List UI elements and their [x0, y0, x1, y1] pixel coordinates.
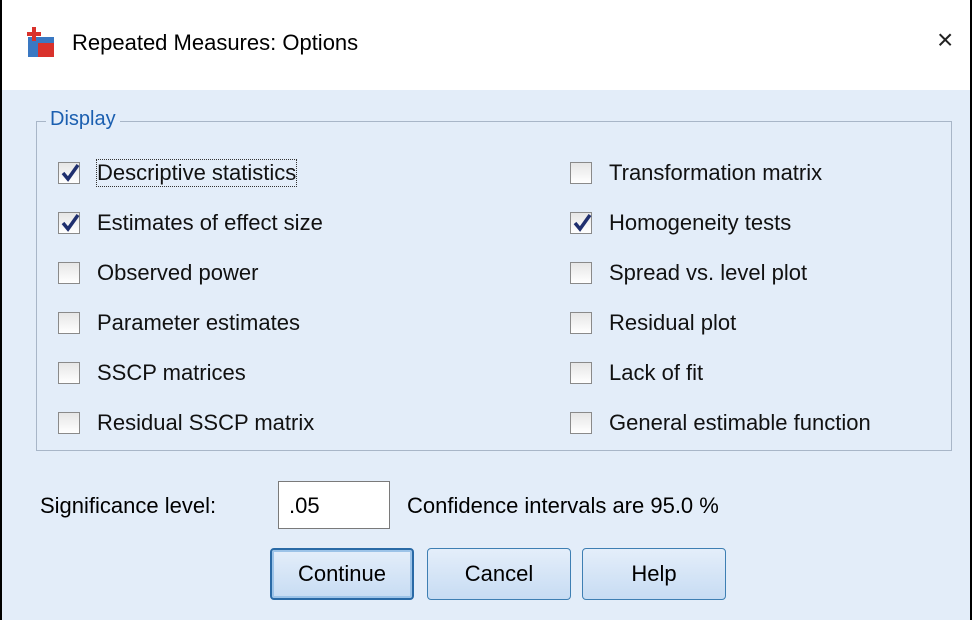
checkbox-label: Homogeneity tests — [609, 210, 791, 236]
checkbox-label: General estimable function — [609, 410, 871, 436]
checkbox[interactable] — [570, 162, 592, 184]
checkbox-label: Residual plot — [609, 310, 736, 336]
checkbox[interactable] — [570, 362, 592, 384]
continue-button[interactable]: Continue — [270, 548, 414, 600]
checkbox[interactable] — [570, 312, 592, 334]
checkbox-option[interactable]: Estimates of effect size — [58, 208, 323, 238]
checkbox-option[interactable]: Descriptive statistics — [58, 158, 296, 188]
title-bar: Repeated Measures: Options × — [2, 0, 970, 90]
check-mark — [572, 213, 592, 233]
window-title: Repeated Measures: Options — [72, 30, 358, 56]
significance-label: Significance level: — [40, 493, 216, 519]
checkbox[interactable] — [58, 262, 80, 284]
check-mark — [60, 213, 80, 233]
help-button[interactable]: Help — [582, 548, 726, 600]
checkbox-label: Transformation matrix — [609, 160, 822, 186]
group-title: Display — [46, 108, 120, 131]
checkbox-label: Parameter estimates — [97, 310, 300, 336]
checkbox-label: Lack of fit — [609, 360, 703, 386]
checkbox[interactable] — [570, 262, 592, 284]
checkbox[interactable] — [58, 362, 80, 384]
checkbox[interactable] — [58, 212, 80, 234]
confidence-text: Confidence intervals are 95.0 % — [407, 493, 719, 519]
checkbox-label: Observed power — [97, 260, 258, 286]
checkbox-option[interactable]: Homogeneity tests — [570, 208, 791, 238]
app-icon — [24, 25, 58, 59]
checkbox-label: Descriptive statistics — [97, 160, 296, 186]
checkbox-option[interactable]: Residual SSCP matrix — [58, 408, 314, 438]
checkbox-option[interactable]: Lack of fit — [570, 358, 703, 388]
checkbox-label: Spread vs. level plot — [609, 260, 807, 286]
checkbox-option[interactable]: Spread vs. level plot — [570, 258, 807, 288]
significance-input[interactable]: .05 — [278, 481, 390, 529]
checkbox-label: SSCP matrices — [97, 360, 246, 386]
dialog: Repeated Measures: Options × Display Des… — [0, 0, 972, 620]
checkbox-option[interactable]: Parameter estimates — [58, 308, 300, 338]
cancel-button[interactable]: Cancel — [427, 548, 571, 600]
checkbox-option[interactable]: Transformation matrix — [570, 158, 822, 188]
checkbox-option[interactable]: General estimable function — [570, 408, 871, 438]
checkbox-option[interactable]: Observed power — [58, 258, 258, 288]
checkbox[interactable] — [58, 162, 80, 184]
checkbox-option[interactable]: Residual plot — [570, 308, 736, 338]
checkbox[interactable] — [570, 212, 592, 234]
close-button[interactable]: × — [937, 26, 953, 54]
checkbox-label: Estimates of effect size — [97, 210, 323, 236]
checkbox[interactable] — [58, 412, 80, 434]
checkbox[interactable] — [570, 412, 592, 434]
checkbox[interactable] — [58, 312, 80, 334]
checkbox-option[interactable]: SSCP matrices — [58, 358, 246, 388]
checkbox-label: Residual SSCP matrix — [97, 410, 314, 436]
check-mark — [60, 163, 80, 183]
